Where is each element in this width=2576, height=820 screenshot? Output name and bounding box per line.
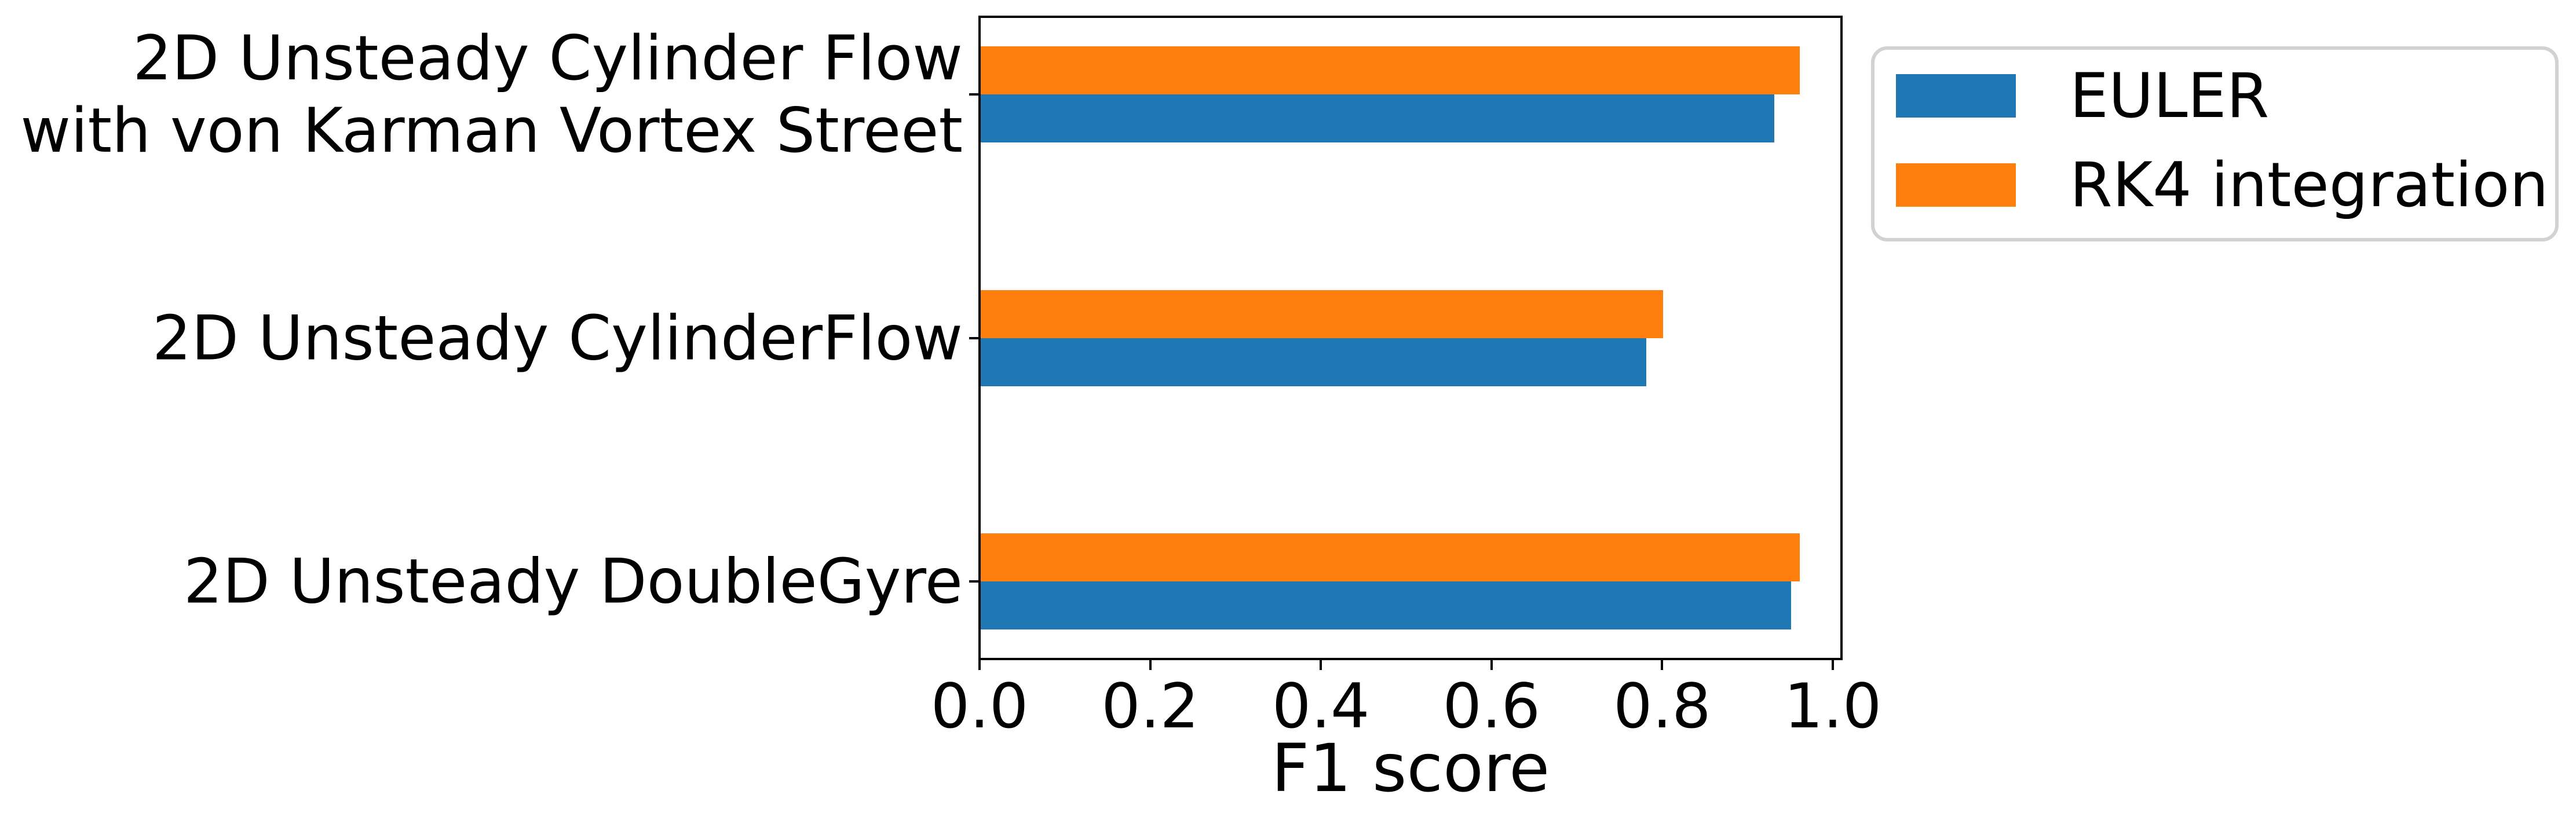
x-tick-5 — [1832, 660, 1834, 670]
x-tick-label-0: 0.0 — [930, 671, 1029, 742]
x-tick-label-2: 0.4 — [1271, 671, 1370, 742]
y-tick-label-2: 2D Unsteady DoubleGyre — [183, 546, 963, 617]
x-tick-4 — [1661, 660, 1664, 670]
plot-area — [978, 16, 1843, 660]
bar-rk4-0 — [981, 46, 1800, 94]
x-tick-label-3: 0.6 — [1442, 671, 1541, 742]
bar-euler-0 — [981, 94, 1774, 142]
x-tick-2 — [1320, 660, 1322, 670]
y-tick-2 — [969, 580, 978, 583]
x-tick-label-4: 0.8 — [1613, 671, 1711, 742]
legend-label-rk4: RK4 integration — [2070, 149, 2549, 221]
x-tick-3 — [1490, 660, 1493, 670]
y-tick-0 — [969, 93, 978, 96]
x-tick-label-5: 1.0 — [1784, 671, 1882, 742]
bar-euler-1 — [981, 338, 1646, 386]
legend-swatch-rk4 — [1896, 163, 2016, 207]
y-tick-label-1: 2D Unsteady CylinderFlow — [152, 302, 963, 374]
legend-swatch-euler — [1896, 74, 2016, 118]
legend-label-euler: EULER — [2070, 60, 2270, 131]
y-tick-label-0: 2D Unsteady Cylinder Flow with von Karma… — [20, 23, 963, 166]
x-tick-0 — [978, 660, 981, 670]
y-tick-1 — [969, 336, 978, 339]
bar-rk4-1 — [981, 290, 1663, 338]
x-axis-title: F1 score — [1271, 730, 1550, 807]
legend: EULER RK4 integration — [1871, 46, 2559, 241]
x-tick-1 — [1149, 660, 1152, 670]
bar-euler-2 — [981, 581, 1791, 629]
x-tick-label-1: 0.2 — [1101, 671, 1199, 742]
bar-rk4-2 — [981, 533, 1800, 581]
